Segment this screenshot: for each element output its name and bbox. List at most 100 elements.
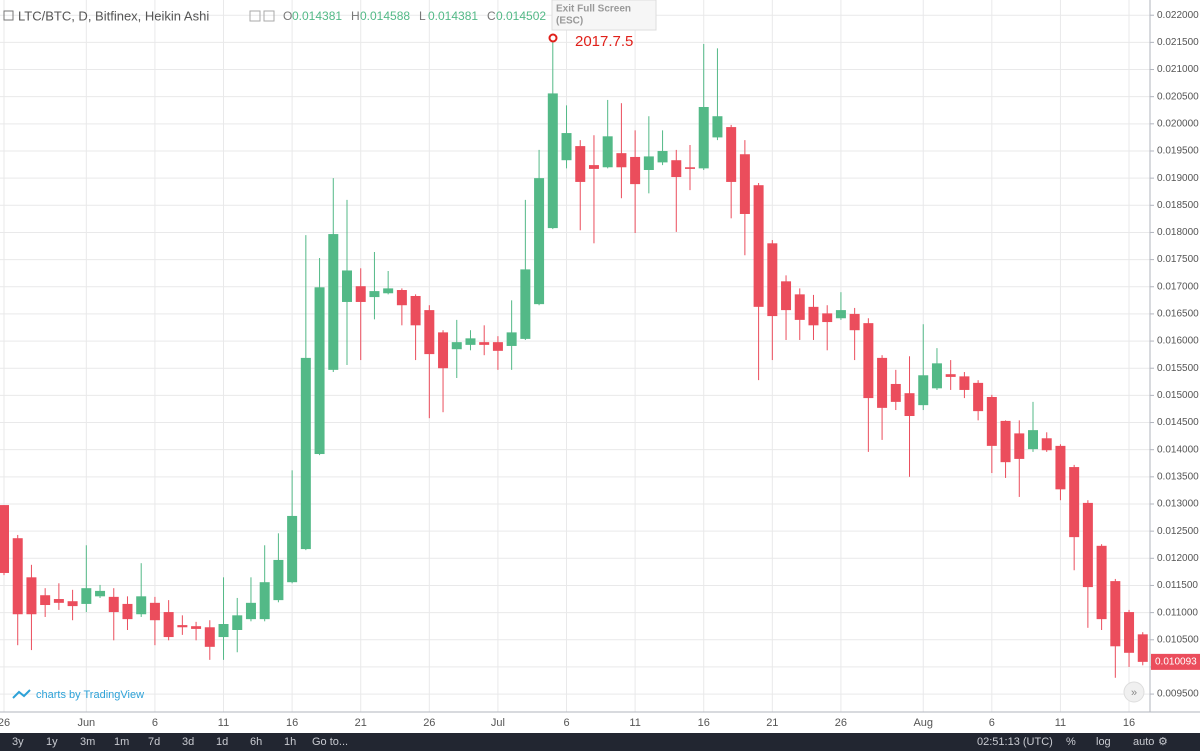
ohlc-key: H <box>351 9 360 23</box>
candle-body <box>204 627 215 647</box>
y-tick-label: 0.018500 <box>1157 200 1199 211</box>
range-button[interactable]: 6h <box>250 736 262 748</box>
tooltip-title: Exit Full Screen <box>556 4 631 15</box>
range-button[interactable]: 1y <box>46 736 58 748</box>
y-tick-label: 0.011500 <box>1157 580 1198 591</box>
collapse-icon[interactable] <box>3 10 14 21</box>
candle-body <box>959 376 970 390</box>
candle-body <box>81 588 92 604</box>
y-tick-label: 0.013000 <box>1157 499 1199 510</box>
y-tick-label: 0.017000 <box>1157 281 1199 292</box>
candle-body <box>1082 502 1093 588</box>
candle-body <box>287 515 298 583</box>
x-tick-label: 26 <box>423 717 435 729</box>
x-tick-label: 11 <box>629 717 640 729</box>
y-tick-label: 0.015000 <box>1157 390 1199 401</box>
axes: 0.0095000.0100000.0105000.0110000.011500… <box>0 10 1200 729</box>
ohlc-value: 0.014502 <box>496 9 546 23</box>
candle-body <box>1124 612 1135 653</box>
candle-body <box>451 342 462 350</box>
settings-icon[interactable] <box>263 10 275 22</box>
candle-body <box>698 106 709 169</box>
y-tick-label: 0.022000 <box>1157 10 1199 21</box>
candle-body <box>561 133 572 161</box>
y-tick-label: 0.021000 <box>1157 64 1199 75</box>
candle-body <box>328 234 339 370</box>
candle-body <box>342 270 352 302</box>
candle-body <box>753 185 764 307</box>
candle-body <box>40 595 51 606</box>
x-tick-label: Jul <box>491 717 505 729</box>
gear-icon[interactable]: ⚙ <box>1158 736 1168 748</box>
range-button[interactable]: 1d <box>216 736 228 748</box>
y-tick-label: 0.013500 <box>1157 471 1199 482</box>
candle-body <box>410 295 421 326</box>
y-tick-label: 0.019000 <box>1157 173 1199 184</box>
candle-body <box>369 291 380 298</box>
y-tick-label: 0.020000 <box>1157 118 1199 129</box>
range-button[interactable]: 3m <box>80 736 95 748</box>
watermark[interactable]: charts by TradingView <box>36 689 144 701</box>
candle-body <box>492 342 503 351</box>
scale-option[interactable]: % <box>1066 736 1076 748</box>
x-tick-label: 16 <box>286 717 298 729</box>
x-tick-label: 21 <box>355 717 367 729</box>
candle-body <box>122 603 133 620</box>
candle-body <box>465 338 476 345</box>
x-tick-label: 26 <box>835 717 847 729</box>
ohlc-key: C <box>487 9 496 23</box>
y-tick-label: 0.009500 <box>1157 689 1199 700</box>
candle-body <box>616 153 627 168</box>
candle-body <box>67 601 78 607</box>
candle-body <box>726 127 737 182</box>
candle-body <box>781 281 792 311</box>
candles <box>0 40 1148 678</box>
range-button[interactable]: Go to... <box>312 736 348 748</box>
x-tick-label: 6 <box>563 717 569 729</box>
candle-body <box>1000 420 1011 463</box>
scale-option[interactable]: log <box>1096 736 1111 748</box>
range-button[interactable]: 3d <box>182 736 194 748</box>
scale-option[interactable]: auto <box>1133 736 1154 748</box>
candle-body <box>177 625 188 628</box>
x-tick-label: 11 <box>218 717 229 729</box>
candle-body <box>12 538 23 615</box>
candle-body <box>808 306 819 326</box>
candle-body <box>273 559 284 601</box>
candle-body <box>575 146 586 182</box>
x-tick-label: 21 <box>766 717 778 729</box>
candle-body <box>218 624 229 638</box>
candle-body <box>712 116 723 138</box>
candle-body <box>931 363 942 389</box>
y-tick-label: 0.021500 <box>1157 37 1199 48</box>
range-button[interactable]: 7d <box>148 736 160 748</box>
candle-body <box>520 269 531 339</box>
price-tag <box>1151 653 1200 670</box>
y-tick-label: 0.015500 <box>1157 363 1199 374</box>
y-tick-label: 0.017500 <box>1157 254 1199 265</box>
candle-body <box>1014 433 1025 459</box>
range-button[interactable]: 3y <box>12 736 24 748</box>
candle-body <box>95 590 106 597</box>
y-tick-label: 0.014000 <box>1157 444 1199 455</box>
range-button[interactable]: 1h <box>284 736 296 748</box>
annotation-marker <box>548 33 558 43</box>
candle-body <box>438 332 449 369</box>
candle-body <box>547 93 558 229</box>
candle-body <box>1096 545 1107 620</box>
candle-body <box>232 615 243 630</box>
scroll-button[interactable] <box>1123 681 1145 703</box>
candle-body <box>191 626 202 629</box>
x-tick-label: 26 <box>0 717 10 729</box>
x-tick-label: 16 <box>698 717 710 729</box>
range-button[interactable]: 1m <box>114 736 129 748</box>
y-tick-label: 0.018000 <box>1157 227 1199 238</box>
x-tick-label: Jun <box>77 717 95 729</box>
candle-body <box>973 382 984 412</box>
y-tick-label: 0.020500 <box>1157 91 1199 102</box>
settings-icon[interactable] <box>249 10 261 22</box>
candle-body <box>1110 581 1121 647</box>
candle-body <box>1055 445 1066 490</box>
